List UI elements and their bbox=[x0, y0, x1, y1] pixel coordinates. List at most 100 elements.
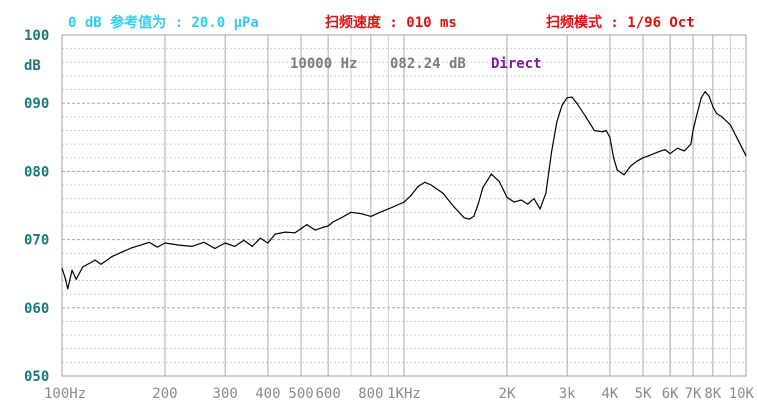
data-point bbox=[164, 242, 166, 244]
data-point bbox=[561, 104, 563, 106]
data-point bbox=[224, 242, 226, 244]
data-point bbox=[88, 262, 90, 265]
y-tick-label: 060 bbox=[24, 301, 49, 317]
data-point bbox=[294, 232, 296, 234]
x-tick-label: 300 bbox=[213, 386, 238, 402]
x-tick-label: 200 bbox=[152, 386, 177, 402]
data-point bbox=[648, 155, 650, 157]
x-axis-ticks: 100Hz 200 300 400 500 600 800 1KHz 2K 3k 4K 5K 6K 7K 8… bbox=[44, 386, 755, 402]
x-tick-label: 800 bbox=[358, 386, 383, 402]
data-point bbox=[545, 192, 547, 194]
data-point bbox=[284, 231, 286, 233]
data-point bbox=[498, 181, 500, 183]
data-point bbox=[473, 215, 475, 218]
data-point bbox=[350, 211, 352, 213]
data-point bbox=[243, 239, 245, 241]
data-point bbox=[690, 143, 692, 145]
data-point bbox=[94, 259, 96, 261]
data-point bbox=[468, 218, 470, 220]
data-point bbox=[274, 233, 276, 235]
data-point bbox=[477, 202, 479, 205]
data-point bbox=[424, 181, 426, 183]
data-point bbox=[571, 96, 573, 98]
data-point bbox=[506, 196, 508, 198]
data-point bbox=[111, 256, 113, 258]
x-tick-label: 2K bbox=[499, 386, 516, 402]
data-point bbox=[482, 187, 484, 189]
data-point bbox=[410, 194, 412, 196]
data-point bbox=[395, 204, 397, 207]
data-point bbox=[704, 91, 706, 93]
data-point bbox=[539, 208, 541, 210]
data-point bbox=[156, 246, 158, 248]
data-point bbox=[585, 116, 587, 118]
data-point bbox=[513, 201, 515, 203]
data-point bbox=[100, 263, 102, 265]
data-point bbox=[566, 97, 568, 99]
cursor-frequency-readout: 10000 Hz bbox=[290, 56, 358, 72]
data-point bbox=[593, 129, 595, 132]
data-point bbox=[191, 245, 193, 248]
data-point bbox=[708, 95, 710, 97]
data-point bbox=[148, 241, 150, 243]
data-point bbox=[71, 269, 73, 271]
sweep-mode-label: 扫频模式 : 1/96 Oct bbox=[546, 15, 695, 31]
data-point bbox=[314, 229, 316, 231]
x-tick-label: 1KHz bbox=[387, 386, 421, 402]
response-trace bbox=[61, 90, 747, 290]
data-point bbox=[64, 276, 66, 278]
x-tick-label: 600 bbox=[315, 386, 340, 402]
data-point bbox=[737, 140, 739, 142]
x-tick-label: 7K bbox=[685, 386, 702, 402]
y-axis-unit-label: dB bbox=[24, 58, 41, 74]
data-point bbox=[403, 201, 405, 203]
x-tick-label: 5K bbox=[635, 386, 652, 402]
data-point bbox=[683, 150, 685, 152]
data-point bbox=[527, 203, 529, 205]
data-point bbox=[636, 160, 638, 162]
y-axis-ticks: 100 090 080 070 060 050 bbox=[24, 28, 49, 385]
data-point bbox=[609, 136, 611, 138]
major-grid bbox=[61, 34, 747, 377]
data-point bbox=[642, 157, 644, 159]
data-point bbox=[370, 215, 372, 218]
data-point bbox=[379, 211, 381, 213]
data-point bbox=[178, 244, 180, 246]
sweep-speed-label: 扫频速度 : 010 ms bbox=[325, 15, 457, 31]
data-point bbox=[616, 169, 618, 171]
data-point bbox=[696, 112, 698, 115]
data-point bbox=[601, 131, 603, 133]
data-point bbox=[203, 241, 205, 243]
data-point bbox=[745, 155, 747, 157]
data-point bbox=[387, 208, 389, 210]
reference-level-label: 0 dB 参考值为 : 20.0 μPa bbox=[68, 15, 259, 31]
data-point bbox=[729, 124, 731, 126]
data-point bbox=[556, 121, 558, 123]
data-point bbox=[251, 245, 253, 248]
x-tick-label: 6K bbox=[662, 386, 679, 402]
data-point bbox=[520, 199, 522, 201]
x-tick-label: 4K bbox=[601, 386, 618, 402]
data-point bbox=[67, 288, 69, 290]
data-point bbox=[442, 192, 444, 194]
data-point bbox=[453, 206, 455, 208]
plot-frame bbox=[61, 34, 747, 377]
data-point bbox=[712, 106, 714, 108]
data-point bbox=[576, 102, 578, 104]
data-point bbox=[82, 266, 84, 268]
data-point bbox=[700, 97, 702, 99]
data-point bbox=[300, 228, 302, 230]
data-point bbox=[490, 173, 492, 175]
x-tick-label: 400 bbox=[255, 386, 280, 402]
data-point bbox=[656, 151, 658, 153]
y-tick-label: 050 bbox=[24, 369, 49, 385]
data-point bbox=[121, 251, 123, 253]
data-point bbox=[140, 244, 142, 246]
data-point bbox=[322, 226, 324, 228]
y-tick-label: 080 bbox=[24, 164, 49, 180]
data-point bbox=[267, 242, 269, 244]
data-point bbox=[417, 185, 419, 188]
cursor-level-readout: 082.24 dB bbox=[390, 56, 466, 72]
x-tick-label: 500 bbox=[288, 386, 313, 402]
